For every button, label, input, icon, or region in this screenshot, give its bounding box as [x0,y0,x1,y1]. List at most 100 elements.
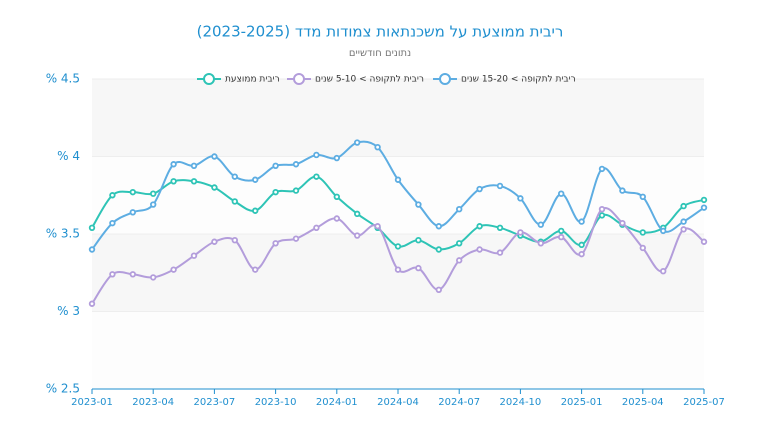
data-point [517,195,524,202]
data-point [88,224,96,231]
data-point [456,257,463,264]
data-point [190,162,198,169]
data-point [251,266,259,273]
data-point [292,161,300,168]
data-point [292,187,300,194]
data-point [231,198,238,205]
y-tick-label: % 3.5 [46,227,80,241]
data-point [313,224,320,231]
data-point [496,182,504,190]
y-tick-label: % 4.5 [46,72,80,86]
data-point [170,178,177,185]
x-tick-label: 2025-04 [622,397,664,408]
plot-band [92,311,704,389]
y-tick-label: % 4 [57,149,80,163]
x-tick-label: 2024-10 [500,397,542,408]
x-tick-label: 2023-04 [132,397,174,408]
data-point [129,209,136,216]
data-point [211,184,218,191]
data-point [231,236,238,244]
data-point [435,286,442,293]
data-point [639,244,646,252]
data-point [598,205,606,213]
data-point [537,240,544,247]
data-point [537,221,544,228]
data-point [190,178,198,185]
x-tick-label: 2023-01 [71,397,113,408]
y-tick-label: % 2.5 [46,382,80,396]
data-point [680,218,687,225]
x-tick-label: 2024-04 [377,397,419,408]
data-point [272,162,279,169]
data-point [333,193,340,200]
data-point [231,173,238,180]
data-point [660,227,667,235]
data-point [149,190,157,197]
x-tick-label: 2024-01 [316,397,358,408]
data-point [354,139,361,146]
data-point [354,210,361,218]
data-point [496,224,504,231]
data-point [170,266,177,273]
data-point [578,250,585,258]
data-point [129,271,136,278]
data-point [660,268,667,275]
chart-title: ריבית ממוצעת על משכנתאות צמודות מדד (202… [197,23,564,41]
data-point [374,223,381,230]
data-point [211,153,218,160]
data-point [578,218,585,225]
data-point [394,176,402,183]
legend-item: ריבית לתקופה > 15-20 שנים [433,73,576,85]
data-point [476,185,483,193]
data-point [415,236,422,244]
legend-marker [439,73,451,85]
data-point [211,238,218,245]
data-point [680,202,687,210]
data-point [374,143,381,151]
data-point [456,240,463,247]
data-point [476,223,483,230]
data-point [149,201,157,208]
data-point [558,233,565,241]
data-point [456,205,463,213]
data-point [333,154,340,162]
data-point [435,246,442,253]
data-point [190,252,198,259]
data-point [354,232,361,239]
data-point [517,229,524,236]
data-point [149,274,157,281]
x-tick-label: 2025-01 [561,397,603,408]
data-point [476,246,483,253]
data-point [700,196,708,204]
data-point [394,266,402,273]
data-point [272,188,279,196]
data-point [333,215,340,222]
legend-item: ריבית לתקופה > 5-10 שנים [287,73,424,85]
data-point [394,243,402,250]
x-tick-label: 2025-07 [683,397,725,408]
data-point [88,246,96,253]
data-point [109,271,116,278]
data-point [109,192,116,199]
data-point [251,207,259,214]
x-tick-label: 2023-07 [194,397,236,408]
data-point [313,151,320,159]
data-point [598,165,606,173]
data-point [619,187,626,194]
plot-band [92,79,704,157]
data-point [496,249,504,256]
data-point [700,238,708,245]
legend-label: ריבית לתקופה > 5-10 שנים [315,75,424,85]
legend-label: ריבית לתקופה > 15-20 שנים [461,75,576,85]
data-point [129,188,136,196]
data-point [558,227,565,235]
data-point [272,240,279,247]
data-point [170,161,177,168]
data-point [558,190,565,197]
x-tick-label: 2023-10 [255,397,297,408]
data-point [88,300,96,307]
data-point [598,212,606,219]
data-point [680,226,687,233]
data-point [292,235,300,242]
